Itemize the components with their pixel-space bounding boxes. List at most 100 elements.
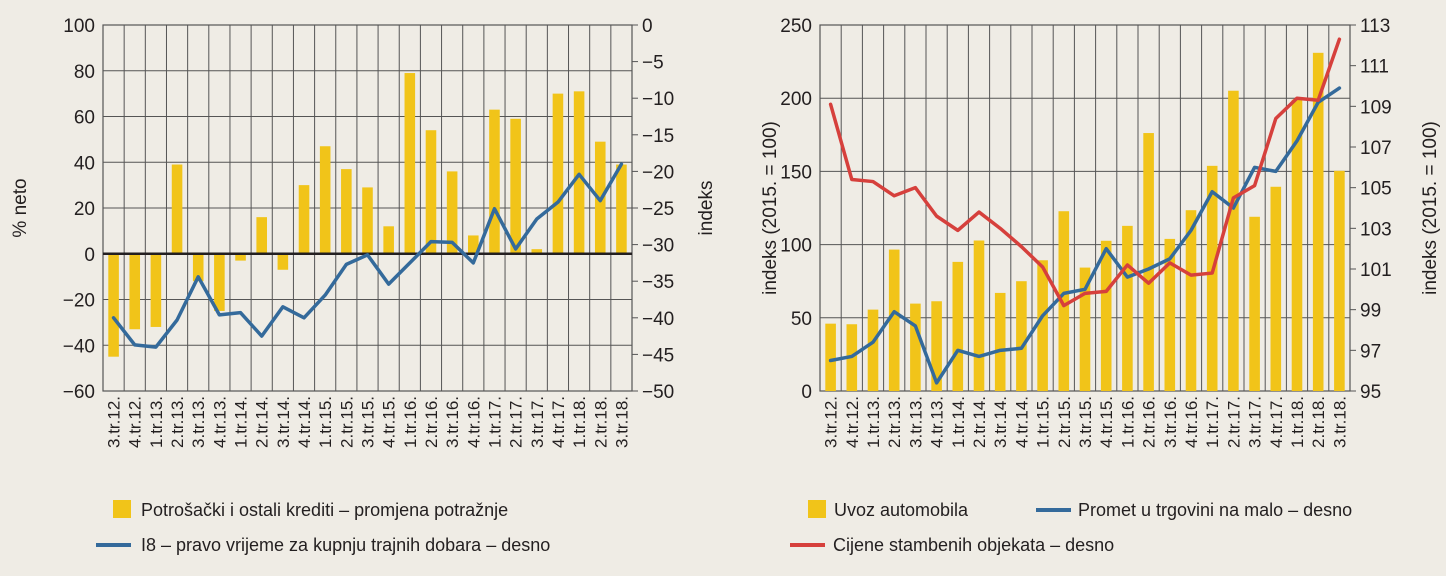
legend-label-bar-right: Uvoz automobila — [834, 500, 969, 520]
right-x-tick-label: 4.tr.16. — [1182, 396, 1201, 448]
left-bar — [298, 185, 310, 254]
left-chart-y2-axis-label: indeks — [696, 181, 717, 236]
left-y-tick-label: −60 — [63, 382, 95, 403]
legend-label-blue-right: Promet u trgovini na malo – desno — [1078, 500, 1352, 520]
left-bar — [256, 217, 267, 254]
right-y2-tick-label: 111 — [1360, 57, 1389, 78]
left-bar — [404, 73, 416, 254]
right-x-tick-label: 1.tr.13. — [864, 396, 883, 448]
right-bar — [867, 309, 879, 391]
left-bar — [214, 253, 225, 311]
left-y2-tick-label: −15 — [642, 126, 674, 147]
right-bar — [1143, 133, 1154, 391]
left-x-tick-label: 1.tr.16. — [401, 396, 420, 448]
right-bar — [994, 292, 1006, 391]
left-x-tick-label: 1.tr.15. — [316, 396, 335, 448]
right-bar — [1228, 90, 1239, 392]
left-x-tick-label: 4.tr.12. — [126, 396, 145, 448]
right-bar — [931, 301, 942, 391]
left-x-tick-label: 3.tr.15. — [359, 396, 378, 448]
left-x-tick-label: 4.tr.15. — [380, 396, 399, 448]
left-y2-tick-label: 0 — [642, 16, 653, 37]
right-x-tick-label: 1.tr.14. — [949, 396, 968, 448]
legend-label-bar-left: Potrošački i ostali krediti – promjena p… — [141, 500, 508, 520]
left-x-tick-label: 1.tr.18. — [570, 396, 589, 448]
left-bar — [468, 235, 479, 254]
right-chart-y2-axis-label: indeks (2015. = 100) — [1420, 121, 1441, 295]
right-y-tick-label: 0 — [801, 382, 812, 403]
left-bar — [383, 226, 394, 254]
right-x-tick-label: 2.tr.17. — [1224, 396, 1243, 448]
right-y2-tick-label: 105 — [1360, 179, 1392, 200]
left-y2-tick-label: −40 — [642, 309, 674, 330]
left-y-tick-label: 100 — [63, 16, 95, 37]
left-bar — [341, 169, 352, 254]
left-y2-tick-label: −20 — [642, 162, 674, 183]
left-x-tick-label: 3.tr.16. — [443, 396, 462, 448]
left-y2-tick-label: −50 — [642, 382, 674, 403]
right-y2-tick-label: 109 — [1360, 97, 1392, 118]
right-y2-tick-label: 97 — [1360, 341, 1381, 362]
left-y-tick-label: −20 — [63, 291, 95, 312]
left-x-tick-label: 1.tr.17. — [485, 396, 504, 448]
left-x-tick-label: 4.tr.17. — [549, 396, 568, 448]
right-bar — [1185, 210, 1197, 391]
right-y-tick-label: 50 — [791, 309, 812, 330]
right-bar — [1037, 260, 1048, 391]
left-x-tick-label: 3.tr.12. — [105, 396, 124, 448]
right-chart-panel: 250 200 150 100 50 0 113 111 109 107 105 103 101 99 97… — [780, 16, 1391, 448]
right-chart-y-axis-label: indeks (2015. = 100) — [760, 121, 781, 295]
left-y2-tick-label: −30 — [642, 236, 674, 257]
right-bar — [1334, 170, 1345, 391]
left-bar — [362, 187, 373, 254]
left-x-tick-label: 2.tr.17. — [507, 396, 526, 448]
legend-swatch-bar-left — [113, 500, 131, 518]
right-y-tick-label: 250 — [780, 16, 812, 37]
left-y2-tick-label: −25 — [642, 199, 674, 220]
right-bar — [825, 323, 836, 391]
right-bar — [1058, 211, 1070, 391]
left-x-tick-label: 3.tr.18. — [612, 396, 631, 448]
right-y-tick-label: 100 — [780, 236, 812, 257]
left-bar — [129, 253, 141, 330]
right-x-tick-label: 2.tr.15. — [1055, 396, 1074, 448]
left-y2-tick-label: −45 — [642, 345, 674, 366]
left-chart-y-axis-label: % neto — [10, 178, 31, 237]
left-x-tick-label: 4.tr.13. — [210, 396, 229, 448]
right-x-tick-label: 1.tr.15. — [1034, 396, 1053, 448]
right-y2-tick-label: 113 — [1360, 16, 1390, 37]
right-x-tick-label: 2.tr.13. — [885, 396, 904, 448]
right-y2-tick-label: 99 — [1360, 301, 1381, 322]
right-bar — [910, 303, 921, 391]
right-bar — [888, 249, 900, 391]
left-x-tick-label: 2.tr.16. — [422, 396, 441, 448]
left-x-tick-label: 1.tr.14. — [232, 396, 251, 448]
right-line-series-2 — [828, 37, 1342, 308]
left-y-tick-label: 20 — [74, 199, 95, 220]
left-y2-tick-label: −5 — [642, 53, 664, 74]
right-x-tick-label: 1.tr.17. — [1203, 396, 1222, 448]
right-x-tick-label: 3.tr.15. — [1076, 396, 1095, 448]
left-y-tick-label: 0 — [84, 245, 95, 266]
left-chart-panel: 100 80 60 40 20 0 −20 −40 −60 0 −5 −10 −15 −20 −25 −30 −… — [63, 16, 674, 448]
left-x-tick-label: 2.tr.13. — [168, 396, 187, 448]
right-x-tick-label: 3.tr.18. — [1330, 396, 1349, 448]
right-bar — [1164, 238, 1176, 391]
left-bar — [446, 171, 458, 254]
right-bar — [1312, 52, 1324, 391]
right-bar — [1291, 99, 1303, 391]
right-x-tick-label: 3.tr.17. — [1246, 396, 1265, 448]
left-bar — [319, 146, 331, 254]
left-bar — [150, 253, 162, 327]
right-x-tick-label: 4.tr.17. — [1267, 396, 1286, 448]
left-bar — [552, 93, 564, 254]
right-bar — [952, 261, 964, 391]
left-bar — [489, 109, 500, 254]
right-y-tick-label: 150 — [780, 162, 812, 183]
left-bar — [192, 253, 204, 282]
right-x-tick-label: 3.tr.12. — [822, 396, 841, 448]
right-bar — [1016, 281, 1027, 391]
right-x-tick-label: 3.tr.13. — [906, 396, 925, 448]
